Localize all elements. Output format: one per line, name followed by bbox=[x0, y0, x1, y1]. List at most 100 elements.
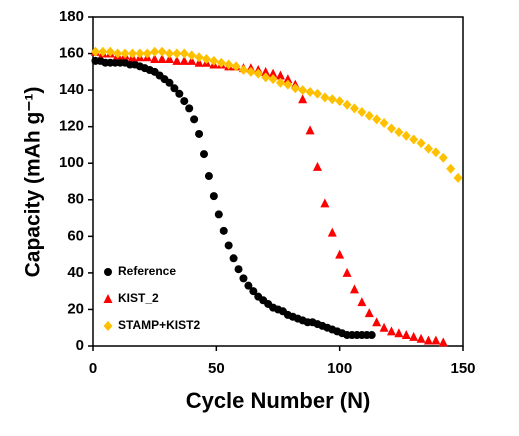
data-point bbox=[201, 54, 211, 65]
data-point bbox=[298, 94, 308, 104]
data-point bbox=[180, 97, 189, 106]
data-point bbox=[342, 267, 352, 277]
y-axis-title: Capacity (mAh g⁻¹) bbox=[22, 87, 45, 278]
data-point bbox=[90, 46, 100, 57]
data-point bbox=[367, 331, 376, 340]
data-point bbox=[172, 55, 182, 65]
data-point bbox=[214, 210, 223, 219]
data-point bbox=[409, 331, 419, 341]
legend-marker bbox=[103, 294, 113, 303]
data-point bbox=[127, 48, 137, 59]
data-point bbox=[231, 61, 241, 72]
data-point bbox=[394, 328, 404, 338]
data-point bbox=[327, 227, 337, 237]
data-point bbox=[320, 92, 330, 103]
legend-label: STAMP+KIST2 bbox=[118, 318, 200, 332]
data-point bbox=[268, 68, 278, 78]
data-point bbox=[170, 84, 179, 93]
data-point bbox=[219, 226, 228, 235]
legend-marker bbox=[104, 268, 112, 276]
data-point bbox=[200, 150, 208, 159]
legend-label: KIST_2 bbox=[118, 291, 159, 305]
data-point bbox=[453, 172, 463, 183]
y-tick-label: 20 bbox=[67, 300, 84, 317]
data-point bbox=[120, 48, 130, 59]
data-point bbox=[275, 77, 285, 88]
data-point bbox=[142, 48, 152, 59]
data-point bbox=[261, 66, 271, 76]
data-point bbox=[401, 330, 411, 340]
data-point bbox=[423, 335, 433, 345]
x-tick-label: 0 bbox=[89, 360, 97, 377]
data-point bbox=[150, 46, 160, 57]
data-point bbox=[312, 161, 322, 171]
y-tick-label: 180 bbox=[59, 8, 84, 25]
data-point bbox=[216, 57, 226, 68]
data-point bbox=[244, 281, 253, 290]
data-point bbox=[195, 129, 204, 138]
data-point bbox=[416, 138, 426, 149]
data-point bbox=[320, 198, 330, 208]
data-point bbox=[357, 297, 367, 307]
data-point bbox=[194, 52, 204, 63]
data-point bbox=[150, 54, 160, 64]
data-point bbox=[172, 48, 182, 59]
data-point bbox=[209, 55, 219, 66]
data-point bbox=[190, 115, 199, 124]
y-tick-label: 100 bbox=[59, 154, 84, 171]
data-point bbox=[246, 66, 256, 77]
data-point bbox=[379, 118, 389, 129]
data-point bbox=[105, 46, 115, 57]
data-point bbox=[113, 48, 123, 59]
data-point bbox=[349, 103, 359, 114]
data-point bbox=[234, 265, 243, 274]
data-point bbox=[364, 110, 374, 121]
y-tick-label: 140 bbox=[59, 81, 84, 98]
data-point bbox=[275, 70, 285, 80]
data-point bbox=[209, 192, 218, 201]
data-point bbox=[239, 274, 248, 283]
data-point bbox=[431, 335, 441, 345]
data-point bbox=[290, 83, 300, 94]
data-point bbox=[179, 48, 189, 59]
y-tick-label: 160 bbox=[59, 45, 84, 62]
data-point bbox=[327, 94, 337, 105]
data-point bbox=[165, 78, 174, 87]
data-point bbox=[98, 46, 108, 57]
data-point bbox=[364, 308, 374, 318]
y-tick-label: 60 bbox=[67, 227, 84, 244]
data-point bbox=[386, 123, 396, 134]
data-point bbox=[379, 322, 389, 332]
data-point bbox=[185, 104, 194, 113]
data-point bbox=[335, 249, 345, 259]
data-point bbox=[187, 50, 197, 61]
data-point bbox=[372, 317, 382, 327]
legend-marker bbox=[103, 321, 113, 331]
x-tick-label: 50 bbox=[208, 360, 225, 377]
data-point bbox=[253, 68, 263, 79]
y-tick-label: 80 bbox=[67, 191, 84, 208]
data-point bbox=[164, 48, 174, 59]
data-point bbox=[238, 65, 248, 76]
data-point bbox=[179, 55, 189, 65]
data-point bbox=[431, 147, 441, 158]
data-point bbox=[394, 127, 404, 138]
data-point bbox=[372, 114, 382, 125]
data-point bbox=[204, 172, 213, 181]
data-point bbox=[423, 143, 433, 154]
y-tick-label: 40 bbox=[67, 264, 84, 281]
data-point bbox=[349, 284, 359, 294]
y-tick-label: 120 bbox=[59, 118, 84, 135]
y-tick-label: 0 bbox=[76, 337, 84, 354]
data-point bbox=[335, 96, 345, 107]
x-tick-label: 150 bbox=[450, 360, 475, 377]
data-point bbox=[305, 125, 315, 135]
data-point bbox=[416, 333, 426, 343]
data-point bbox=[135, 48, 145, 59]
data-point bbox=[261, 72, 271, 83]
data-point bbox=[438, 337, 448, 347]
x-tick-label: 100 bbox=[327, 360, 352, 377]
data-point bbox=[224, 59, 234, 70]
data-point bbox=[229, 254, 238, 263]
data-point bbox=[409, 134, 419, 145]
